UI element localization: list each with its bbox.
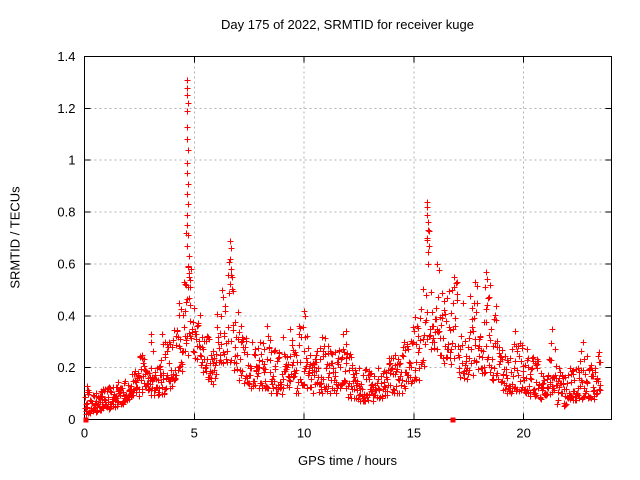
x-tick-label: 15 (407, 426, 421, 441)
chart-title: Day 175 of 2022, SRMTID for receiver kug… (221, 17, 474, 32)
y-tick-label: 1.2 (57, 101, 75, 116)
y-tick-label: 0.8 (57, 205, 75, 220)
y-tick-label: 0.4 (57, 308, 75, 323)
flagged-square-point (450, 417, 456, 423)
y-tick-label: 1 (68, 153, 75, 168)
grid-lines (84, 56, 612, 420)
x-tick-label: 20 (516, 426, 530, 441)
x-tick-label: 5 (191, 426, 198, 441)
y-tick-label: 0.2 (57, 360, 75, 375)
x-tick-label: 0 (81, 426, 88, 441)
axis-ticks (84, 56, 612, 420)
y-tick-label: 0.6 (57, 256, 75, 271)
y-tick-label: 0 (68, 412, 75, 427)
plot-border (84, 56, 612, 420)
scatter-points (82, 77, 604, 418)
x-tick-label: 10 (297, 426, 311, 441)
flagged-square-point (83, 417, 89, 423)
y-tick-label: 1.4 (57, 49, 75, 64)
x-axis-title: GPS time / hours (298, 453, 397, 468)
